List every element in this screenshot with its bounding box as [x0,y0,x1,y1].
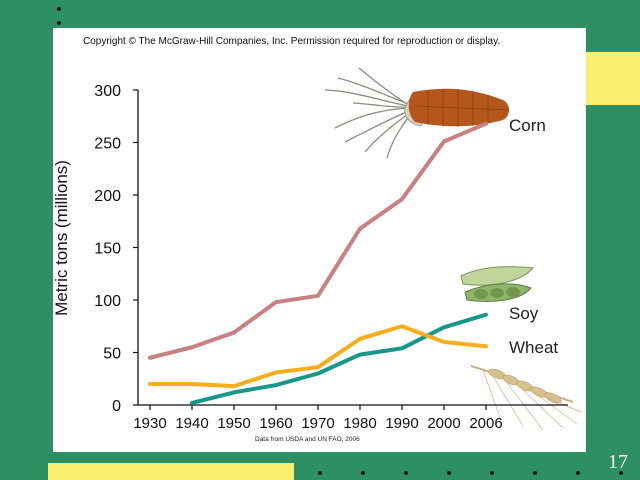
series-line-soy [190,312,488,405]
bullet-dot [576,471,580,475]
figure-panel: Copyright © The McGraw-Hill Companies, I… [53,28,586,452]
data-source-note: Data from USDA and UN FAO, 2006 [255,436,360,443]
bullet-dot [619,471,623,475]
accent-bar-right [586,52,640,105]
bullet-dot [361,471,365,475]
bullet-dot [533,471,537,475]
series-line-corn [148,121,488,360]
series-line-wheat [148,324,488,389]
bullet-dot [490,471,494,475]
copyright-notice: Copyright © The McGraw-Hill Companies, I… [83,36,501,47]
y-tick-label: 100 [94,293,121,310]
legend-label-corn: Corn [509,116,546,135]
bullet-dot [57,21,61,25]
x-tick-label: 1930 [133,415,166,432]
legend-label-soy: Soy [509,304,539,323]
bullet-dot [404,471,408,475]
crop-production-chart: 0 50 100 150 200 250 300 1930 1940 1950 1960 1970 1… [53,67,582,432]
x-tick-label: 1950 [217,415,250,432]
y-tick-label: 200 [94,188,121,205]
accent-bar-bottom [48,463,294,480]
bullet-dot [318,471,322,475]
x-tick-label: 2000 [427,415,460,432]
y-tick-label: 150 [94,241,121,258]
x-tick-label: 1990 [385,415,418,432]
bullet-dot [447,471,451,475]
y-tick-label: 50 [103,346,121,363]
y-axis-label: Metric tons (millions) [53,160,71,316]
wheat-illustration [470,365,582,431]
slide-number: 17 [608,451,628,473]
corn-illustration [324,67,510,159]
y-tick-label: 300 [94,83,121,100]
x-tick-label: 1980 [343,415,376,432]
x-tick-label: 1940 [175,415,208,432]
y-tick-label: 0 [112,398,121,415]
x-tick-label: 2006 [469,415,502,432]
legend-label-wheat: Wheat [509,338,558,357]
y-tick-label: 250 [94,136,121,153]
x-tick-label: 1960 [259,415,292,432]
x-tick-label: 1970 [301,415,334,432]
soybean-illustration [460,266,534,302]
bullet-dot [57,7,61,11]
